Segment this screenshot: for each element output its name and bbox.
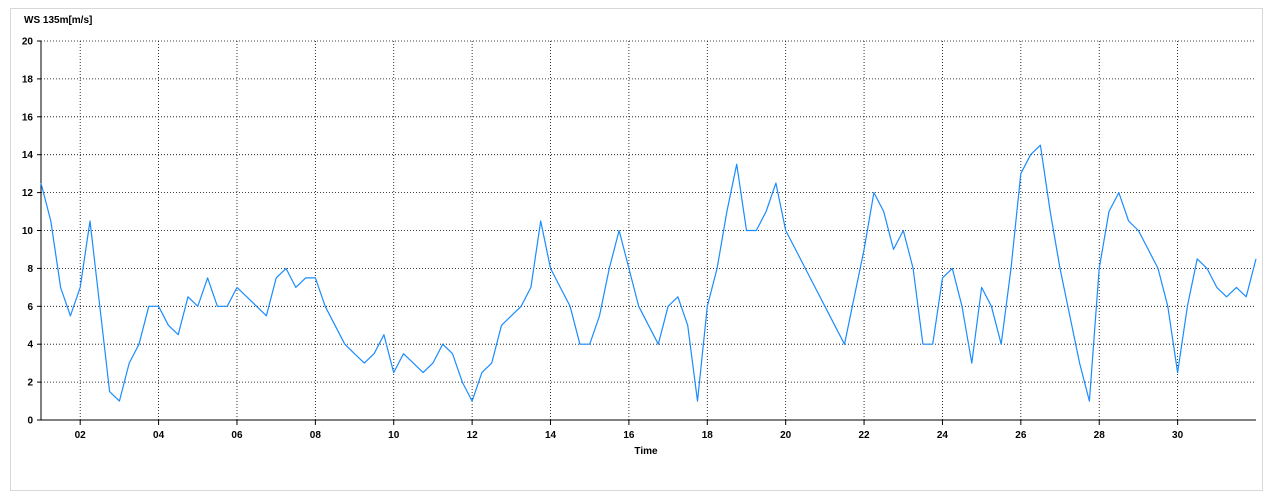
frame <box>10 8 1263 491</box>
y-tick-label: 12 <box>22 188 34 199</box>
data-line <box>40 144 1257 402</box>
y-tick-label: 8 <box>27 264 33 275</box>
x-tick-label: 20 <box>780 430 792 441</box>
y-tick-label: 4 <box>27 340 33 351</box>
y-tick-label: 20 <box>22 37 34 48</box>
x-tick-label: 10 <box>388 430 400 441</box>
x-tick-label: 30 <box>1172 430 1184 441</box>
y-tick-label: 16 <box>22 112 34 123</box>
x-tick-label: 12 <box>467 430 479 441</box>
y-tick-label: 6 <box>27 302 33 313</box>
x-tick-label: 02 <box>75 430 87 441</box>
x-tick-label: 28 <box>1094 430 1106 441</box>
x-tick-label: 04 <box>153 430 165 441</box>
x-tick-label: 18 <box>702 430 714 441</box>
x-axis-label: Time <box>634 446 658 457</box>
chart-title: WS 135m[m/s] <box>24 15 92 26</box>
y-tick-label: 10 <box>22 226 34 237</box>
y-tick-label: 14 <box>22 150 34 161</box>
x-tick-label: 14 <box>545 430 557 441</box>
x-tick-label: 22 <box>859 430 871 441</box>
x-tick-label: 24 <box>937 430 949 441</box>
y-tick-label: 2 <box>27 378 33 389</box>
x-tick-label: 16 <box>623 430 635 441</box>
x-tick-label: 08 <box>310 430 322 441</box>
y-tick-label: 18 <box>22 74 34 85</box>
x-tick-label: 06 <box>231 430 243 441</box>
x-tick-label: 26 <box>1015 430 1027 441</box>
y-tick-label: 0 <box>27 416 33 427</box>
